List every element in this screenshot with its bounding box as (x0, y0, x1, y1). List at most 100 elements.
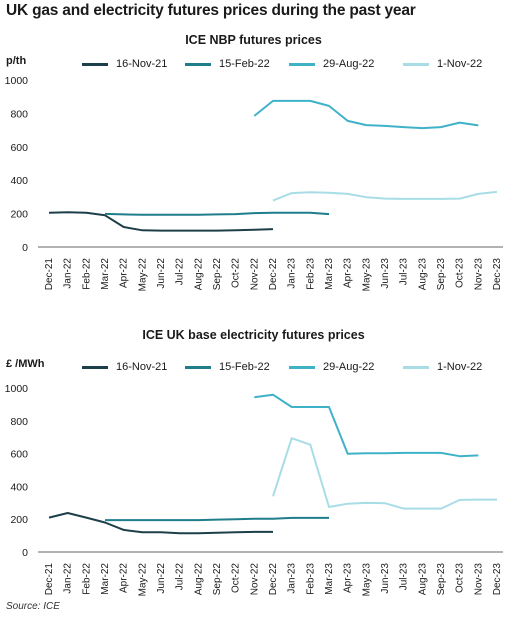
series-line-16-nov-21 (48, 512, 273, 535)
x-tick-label: Oct-23 (455, 563, 466, 593)
series-line-1-nov-22 (272, 190, 498, 202)
source-note: Source: ICE (6, 601, 60, 612)
legend-swatch (82, 62, 108, 66)
legend-label: 15-Feb-22 (219, 58, 270, 70)
x-tick-label: Nov-23 (473, 563, 484, 596)
x-tick-label: Sep-23 (436, 258, 447, 291)
legend-label: 29-Aug-22 (323, 361, 375, 373)
legend-item: 1-Nov-22 (403, 56, 482, 72)
x-tick-label: Jul-22 (175, 563, 186, 591)
x-tick-label: Aug-22 (193, 563, 204, 596)
legend-label: 1-Nov-22 (437, 361, 483, 373)
y-tick-label: 0 (22, 547, 28, 559)
legend-item: 29-Aug-22 (289, 56, 374, 72)
x-tick-label: Nov-22 (249, 258, 260, 291)
x-tick-label: Dec-21 (44, 258, 55, 291)
x-tick-label: Oct-22 (231, 258, 242, 288)
x-tick-label: Apr-22 (119, 563, 130, 593)
chart-2-y-unit: £ /MWh (6, 358, 45, 370)
x-tick-label: Jan-23 (287, 258, 298, 289)
chart-1-legend: 16-Nov-21 15-Feb-22 29-Aug-22 1-Nov-22 (0, 56, 507, 72)
legend-item: 29-Aug-22 (289, 359, 374, 375)
x-tick-label: May-23 (361, 258, 372, 292)
x-tick-label: Sep-22 (212, 258, 223, 291)
x-tick-label: Jul-23 (399, 563, 410, 591)
y-tick-label: 800 (10, 108, 28, 120)
y-tick-label: 800 (10, 416, 28, 428)
legend-item: 15-Feb-22 (185, 359, 270, 375)
chart-1-title: ICE NBP futures prices (185, 33, 322, 47)
series-line-15-feb-22 (105, 516, 329, 522)
x-tick-label: Mar-22 (100, 563, 111, 595)
x-tick-label: Sep-22 (212, 563, 223, 596)
series-line-29-aug-22 (254, 393, 479, 458)
x-tick-label: Jun-23 (380, 258, 391, 289)
x-tick-label: Apr-23 (343, 563, 354, 593)
x-tick-label: Dec-23 (492, 563, 503, 596)
y-tick-label: 600 (10, 142, 28, 154)
x-tick-label: Mar-23 (324, 258, 335, 290)
x-tick-label: Dec-22 (268, 258, 279, 291)
x-tick-label: Aug-22 (193, 258, 204, 291)
legend-item: 1-Nov-22 (403, 359, 482, 375)
page-title: UK gas and electricity futures prices du… (6, 2, 416, 19)
x-tick-label: Feb-22 (81, 563, 92, 595)
x-tick-label: Feb-22 (81, 258, 92, 290)
y-tick-label: 1000 (5, 75, 29, 87)
legend-swatch (185, 365, 211, 369)
series-line-16-nov-21 (48, 211, 274, 232)
x-tick-label: Jun-22 (156, 563, 167, 594)
legend-label: 29-Aug-22 (323, 58, 375, 70)
x-tick-label: Jun-22 (156, 258, 167, 289)
x-tick-label: Mar-22 (100, 258, 111, 290)
x-tick-label: May-23 (361, 563, 372, 597)
legend-swatch (289, 365, 315, 369)
legend-label: 16-Nov-21 (116, 58, 168, 70)
legend-swatch (403, 365, 429, 369)
y-tick-label: 600 (10, 449, 28, 461)
legend-item: 16-Nov-21 (82, 359, 167, 375)
x-tick-label: Aug-23 (417, 563, 428, 596)
x-tick-label: Mar-23 (324, 563, 335, 595)
x-tick-label: Sep-23 (436, 563, 447, 596)
x-tick-label: May-22 (137, 258, 148, 292)
chart-2-plot: 0 200 400 600 800 1000 Dec-21 Jan-22 Feb-22 Mar-2… (5, 383, 503, 597)
y-tick-label: 400 (10, 175, 28, 187)
x-tick-label: Jun-23 (380, 563, 391, 594)
y-tick-label: 200 (10, 209, 28, 221)
legend-item: 15-Feb-22 (185, 56, 270, 72)
x-tick-label: Jan-22 (63, 258, 74, 289)
x-tick-label: Jul-22 (175, 258, 186, 286)
series-line-15-feb-22 (104, 211, 330, 216)
legend-item: 16-Nov-21 (82, 56, 167, 72)
x-tick-label: Apr-23 (343, 258, 354, 288)
x-tick-label: Nov-23 (473, 258, 484, 291)
legend-label: 15-Feb-22 (219, 361, 270, 373)
series-line-1-nov-22 (272, 437, 497, 510)
legend-swatch (289, 62, 315, 66)
series-line-29-aug-22 (253, 99, 479, 130)
x-tick-label: Apr-22 (119, 258, 130, 288)
legend-swatch (185, 62, 211, 66)
chart-2-legend: 16-Nov-21 15-Feb-22 29-Aug-22 1-Nov-22 (0, 359, 507, 375)
legend-label: 16-Nov-21 (116, 361, 168, 373)
legend-swatch (82, 365, 108, 369)
x-tick-label: Feb-23 (305, 563, 316, 595)
y-tick-label: 0 (22, 242, 28, 254)
chart-1-y-unit: p/th (6, 55, 27, 67)
x-tick-label: Jan-22 (63, 563, 74, 594)
x-tick-label: Jul-23 (399, 258, 410, 286)
y-tick-label: 200 (10, 514, 28, 526)
x-tick-label: Oct-22 (231, 563, 242, 593)
x-tick-label: Nov-22 (249, 563, 260, 596)
x-tick-label: Oct-23 (455, 258, 466, 288)
legend-swatch (403, 62, 429, 66)
y-tick-label: 400 (10, 481, 28, 493)
x-tick-label: Dec-21 (44, 563, 55, 596)
x-tick-label: Jan-23 (287, 563, 298, 594)
x-tick-label: Dec-23 (492, 258, 503, 291)
chart-2-title: ICE UK base electricity futures prices (142, 328, 365, 342)
legend-label: 1-Nov-22 (437, 58, 483, 70)
x-tick-label: May-22 (137, 563, 148, 597)
x-tick-label: Aug-23 (417, 258, 428, 291)
